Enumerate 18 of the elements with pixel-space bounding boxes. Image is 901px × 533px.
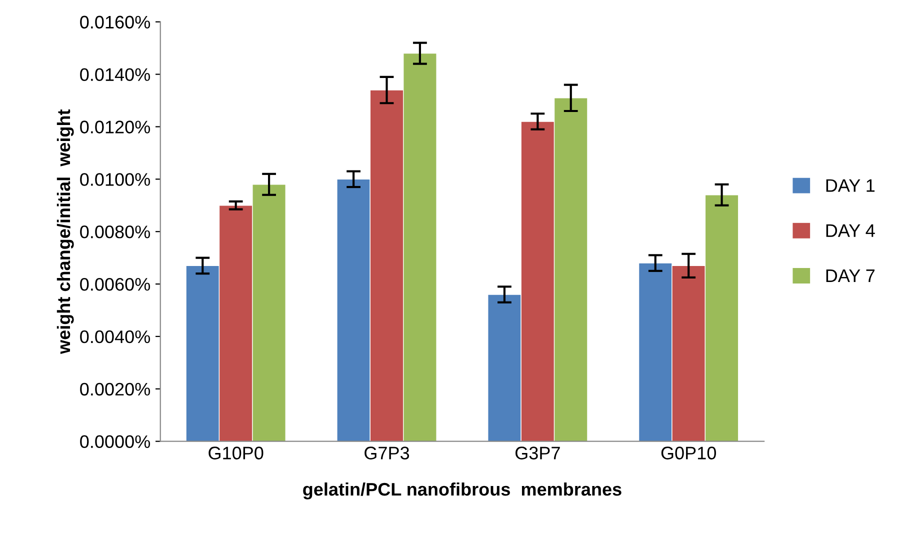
legend-label: DAY 7 <box>826 270 874 282</box>
y-tick-label: 0.0140% <box>80 68 150 82</box>
y-tick-label: 0.0060% <box>80 278 150 291</box>
y-tick-label: 0.0080% <box>80 226 150 238</box>
legend-label: DAY 1 <box>826 179 875 192</box>
y-tick-label: 0.0160% <box>80 16 150 29</box>
y-tick-label: 0.0000% <box>80 435 150 448</box>
x-tick-label: G10P0 <box>208 446 264 460</box>
y-tick-label: 0.0020% <box>80 382 150 396</box>
y-tick-label: 0.0100% <box>80 173 150 186</box>
y-axis-title: weight change/initial weight <box>56 109 74 354</box>
x-axis-title: gelatin/PCL nanofibrous membranes <box>303 482 622 500</box>
x-tick-label: G0P10 <box>661 446 716 460</box>
x-tick-label: G3P7 <box>515 446 560 460</box>
x-tick-label: G7P3 <box>364 446 410 460</box>
y-tick-label: 0.0040% <box>80 330 150 344</box>
y-tick-label: 0.0120% <box>80 120 150 134</box>
legend-label: DAY 4 <box>826 224 875 237</box>
